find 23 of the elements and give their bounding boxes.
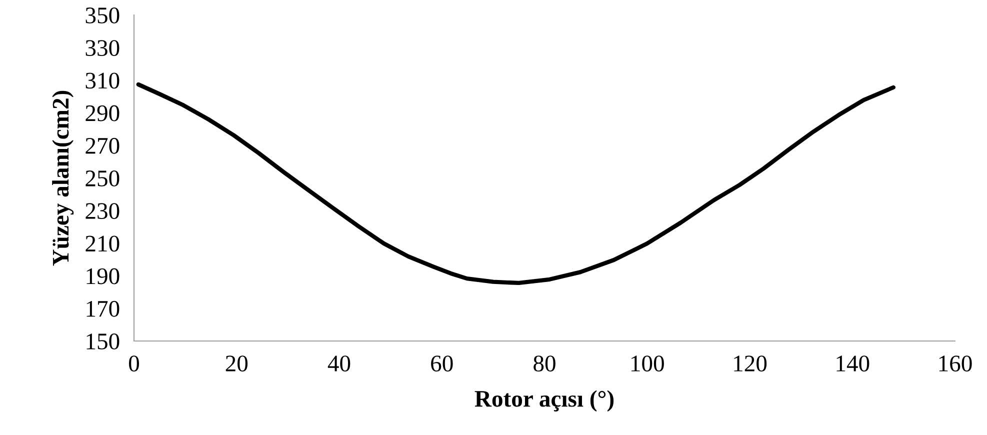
x-tick-label: 0 [128,356,140,372]
y-tick-label: 170 [86,300,120,317]
y-tick-label: 290 [86,105,120,122]
x-tick-label: 20 [226,356,248,372]
x-tick-label: 120 [734,356,767,372]
y-tick-label: 310 [86,72,120,89]
y-tick-label: 330 [86,40,120,56]
y-tick-label: 250 [86,170,120,186]
x-tick-label: 160 [939,356,972,372]
y-tick-label: 270 [86,138,120,154]
x-tick-label: 100 [631,356,664,372]
y-tick-label: 150 [86,333,120,350]
y-tick-label: 230 [86,203,120,220]
x-axis-title: Rotor açısı (°) [474,390,614,412]
x-tick-label: 140 [836,356,870,372]
y-tick-label: 190 [86,268,120,284]
line-series [136,82,896,286]
y-tick-label: 350 [86,7,120,24]
x-tick-label: 40 [328,356,350,372]
x-tick-label: 60 [431,356,453,372]
x-tick-label: 80 [534,356,556,372]
y-tick-label: 210 [86,236,120,252]
y-axis-title: Yüzey alanı(cm2) [52,90,74,266]
